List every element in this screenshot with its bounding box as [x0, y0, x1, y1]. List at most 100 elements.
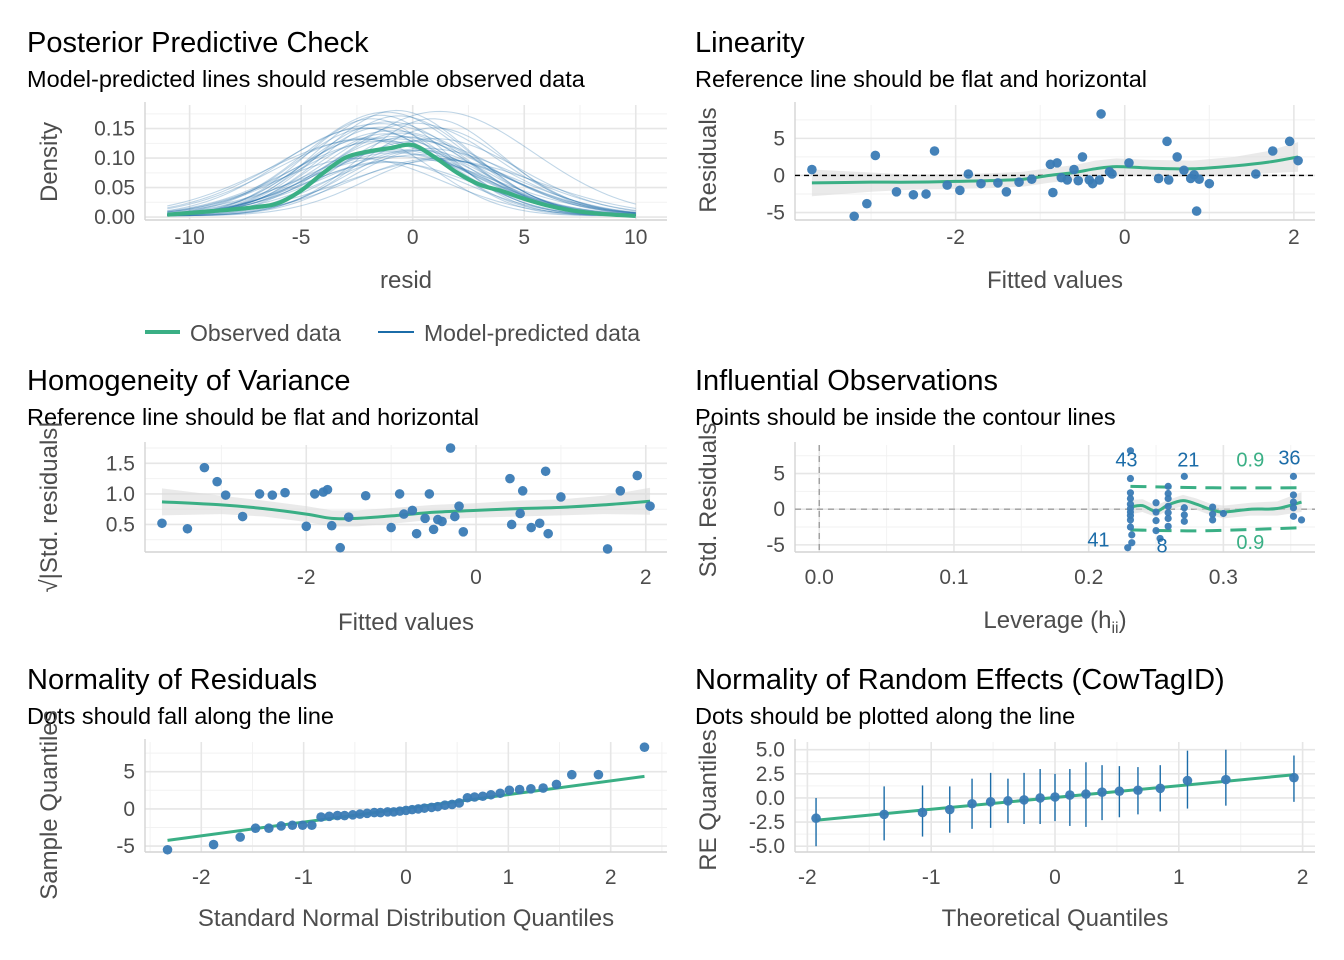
- data-point: [1289, 498, 1298, 506]
- homogeneity-of-variance-panel: -2 0 2 0.5 1.0 1.5 Homogeneity of Variance Re…: [27, 365, 667, 636]
- contour-line-upper: [1130, 484, 1302, 490]
- data-point: [1293, 155, 1303, 166]
- data-point: [942, 180, 952, 190]
- panel-subtitle: Reference line should be flat and horizo…: [695, 66, 1147, 92]
- data-point: [1209, 516, 1217, 524]
- y-tick-label: 0: [773, 498, 785, 521]
- data-point: [208, 839, 219, 850]
- model-predicted-line: [167, 114, 636, 217]
- data-point: [1164, 489, 1172, 498]
- data-point: [1191, 206, 1202, 216]
- y-tick-label: 5: [773, 463, 785, 486]
- y-tick-label: 5.0: [756, 739, 785, 762]
- y-axis-label: Density: [36, 122, 63, 202]
- model-predicted-line: [167, 130, 636, 215]
- data-point: [1284, 136, 1295, 147]
- data-point: [237, 511, 248, 522]
- x-tick-label: -2: [297, 566, 316, 589]
- x-tick-label: 0: [1049, 866, 1061, 889]
- data-point: [556, 492, 566, 502]
- data-point: [220, 490, 231, 500]
- gridlines: [795, 445, 1315, 552]
- data-point: [540, 466, 551, 477]
- data-points: [162, 742, 650, 855]
- data-point: [1180, 504, 1188, 512]
- x-tick-label: 0: [400, 866, 412, 889]
- data-point: [454, 501, 464, 511]
- data-point: [985, 797, 996, 807]
- data-point: [1251, 169, 1261, 179]
- data-point: [1164, 494, 1172, 503]
- model-predicted-line: [167, 110, 636, 215]
- linearity-panel: -2 0 2 -5 0 5 Linearity Reference line should…: [695, 27, 1315, 294]
- data-point: [276, 821, 286, 831]
- data-point: [593, 769, 604, 780]
- y-tick-label: -5: [116, 835, 135, 858]
- model-predicted-line: [167, 140, 636, 216]
- model-predicted-line: [167, 149, 636, 217]
- y-tick-label: 0.00: [94, 206, 135, 229]
- data-point: [917, 807, 928, 818]
- y-axis-label: √|Std. residuals|: [36, 421, 63, 592]
- point-label: 41: [1087, 530, 1109, 552]
- data-point: [1153, 173, 1164, 184]
- model-predicted-line: [167, 133, 636, 217]
- y-tick-label: 0: [773, 164, 785, 187]
- data-point: [1219, 509, 1227, 518]
- x-axis-label: Theoretical Quantiles: [942, 905, 1169, 932]
- data-point: [543, 528, 553, 539]
- x-tick-label: 2: [605, 866, 617, 889]
- x-axis-label-main: Leverage (h: [983, 607, 1111, 634]
- data-point: [1164, 514, 1172, 523]
- data-point: [324, 811, 335, 822]
- data-point: [955, 185, 965, 196]
- data-point: [254, 489, 265, 499]
- data-point: [297, 820, 308, 831]
- plot-area: -2 -1 0 1 2 -5.0-2.50.02.55.0: [749, 739, 1315, 889]
- model-predicted-line: [167, 150, 636, 215]
- data-point: [506, 519, 517, 530]
- data-point: [1164, 509, 1172, 517]
- loess-line: [161, 499, 651, 521]
- data-point: [963, 169, 974, 179]
- data-point: [534, 518, 545, 529]
- data-point: [1014, 177, 1024, 187]
- data-point: [1194, 174, 1204, 184]
- data-point: [1164, 522, 1172, 530]
- data-point: [454, 798, 465, 808]
- data-point: [944, 804, 955, 815]
- data-point: [162, 844, 173, 855]
- y-tick-label: 0.0: [756, 787, 785, 810]
- data-point: [477, 791, 488, 802]
- x-tick-label: 5: [518, 226, 530, 249]
- x-tick-label: 2: [1297, 866, 1309, 889]
- data-point: [1124, 544, 1132, 552]
- model-predicted-line: [167, 158, 636, 217]
- data-point: [1182, 775, 1193, 786]
- x-tick-label: -5: [292, 226, 311, 249]
- data-point: [1096, 109, 1106, 119]
- data-point: [399, 509, 409, 519]
- data-point: [1180, 517, 1188, 525]
- model-predicted-line: [167, 118, 636, 217]
- data-point: [602, 544, 613, 554]
- y-tick-label: -5: [766, 534, 785, 557]
- data-point: [419, 803, 430, 813]
- data-point: [879, 809, 889, 820]
- y-axis-label: Residuals: [695, 107, 722, 212]
- data-point: [375, 807, 386, 818]
- model-predicted-line: [167, 127, 636, 217]
- x-axis-label: Leverage (hii): [983, 607, 1126, 637]
- data-point: [424, 489, 435, 499]
- data-point: [1126, 474, 1135, 483]
- data-point: [287, 820, 298, 831]
- data-point: [1126, 516, 1135, 524]
- model-predicted-line: [167, 135, 636, 214]
- data-point: [343, 512, 354, 522]
- plot-area: -2 0 2 -5 0 5: [766, 102, 1315, 249]
- data-point: [1164, 482, 1172, 490]
- influential-observations-panel: 0.0 0.1 0.2 0.3 -5 0 5 43 21 36 41 8 0.9 0.9 Influent…: [695, 365, 1315, 637]
- data-point: [1065, 790, 1075, 800]
- y-tick-label: 0.05: [94, 177, 135, 200]
